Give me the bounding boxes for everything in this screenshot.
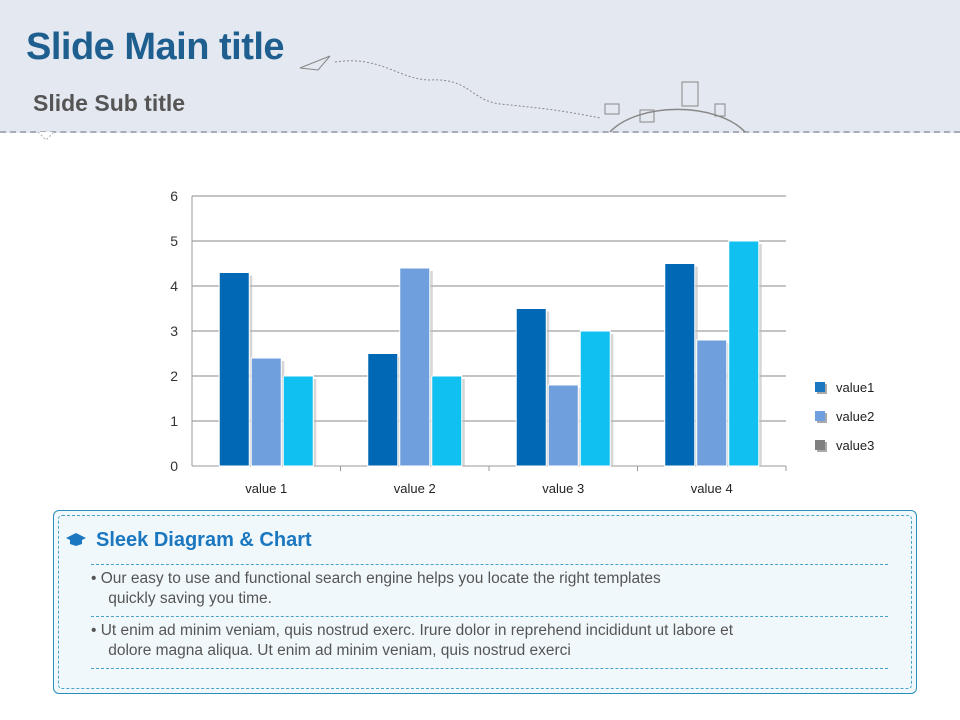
x-tick-label: value 1 bbox=[245, 481, 287, 496]
legend-label: value1 bbox=[836, 380, 874, 395]
y-tick-label: 2 bbox=[170, 368, 178, 384]
legend-swatch bbox=[815, 382, 825, 392]
y-tick-label: 6 bbox=[170, 188, 178, 204]
info-box-title: Sleek Diagram & Chart bbox=[96, 529, 312, 551]
y-tick-label: 3 bbox=[170, 323, 178, 339]
x-tick-label: value 2 bbox=[394, 481, 436, 496]
info-box: Sleek Diagram & Chart • Our easy to use … bbox=[53, 510, 917, 694]
graduation-cap-icon bbox=[66, 533, 86, 546]
bar-value2 bbox=[696, 339, 728, 467]
legend-swatch bbox=[815, 440, 825, 450]
bar-value1 bbox=[664, 263, 696, 467]
slide-main-title: Slide Main title bbox=[26, 26, 285, 68]
bar-chart: 0 1 2 3 4 5 6 value 1 value 2 value 3 value 4 value… bbox=[170, 188, 874, 496]
slide-sub-title: Slide Sub title bbox=[33, 90, 186, 116]
y-tick-label: 4 bbox=[170, 278, 178, 294]
x-tick-label: value 4 bbox=[691, 481, 733, 496]
bar-value2 bbox=[250, 357, 282, 467]
bar-value2 bbox=[399, 267, 431, 467]
y-tick-label: 1 bbox=[170, 413, 178, 429]
bar-value3 bbox=[431, 375, 463, 467]
bar-value3 bbox=[728, 240, 760, 467]
bullet-text: • Ut enim ad minim veniam, quis nostrud … bbox=[91, 622, 734, 659]
globe-icon bbox=[609, 108, 746, 133]
y-tick-label: 0 bbox=[170, 458, 178, 474]
legend-label: value2 bbox=[836, 409, 874, 424]
bar-value3 bbox=[282, 375, 314, 467]
x-tick-label: value 3 bbox=[542, 481, 584, 496]
legend-swatch bbox=[815, 411, 825, 421]
bar-value2 bbox=[547, 384, 579, 467]
slide-header: Slide Main title Slide Sub title bbox=[0, 0, 960, 133]
legend-label: value3 bbox=[836, 438, 874, 453]
y-tick-label: 5 bbox=[170, 233, 178, 249]
bar-value1 bbox=[218, 272, 250, 467]
paper-plane-globe-illustration bbox=[37, 55, 746, 141]
bar-value3 bbox=[579, 330, 611, 467]
bar-value1 bbox=[515, 308, 547, 467]
bullet-text: • Our easy to use and functional search … bbox=[91, 570, 661, 607]
paper-plane-icon bbox=[299, 55, 331, 71]
bar-value1 bbox=[367, 353, 399, 467]
